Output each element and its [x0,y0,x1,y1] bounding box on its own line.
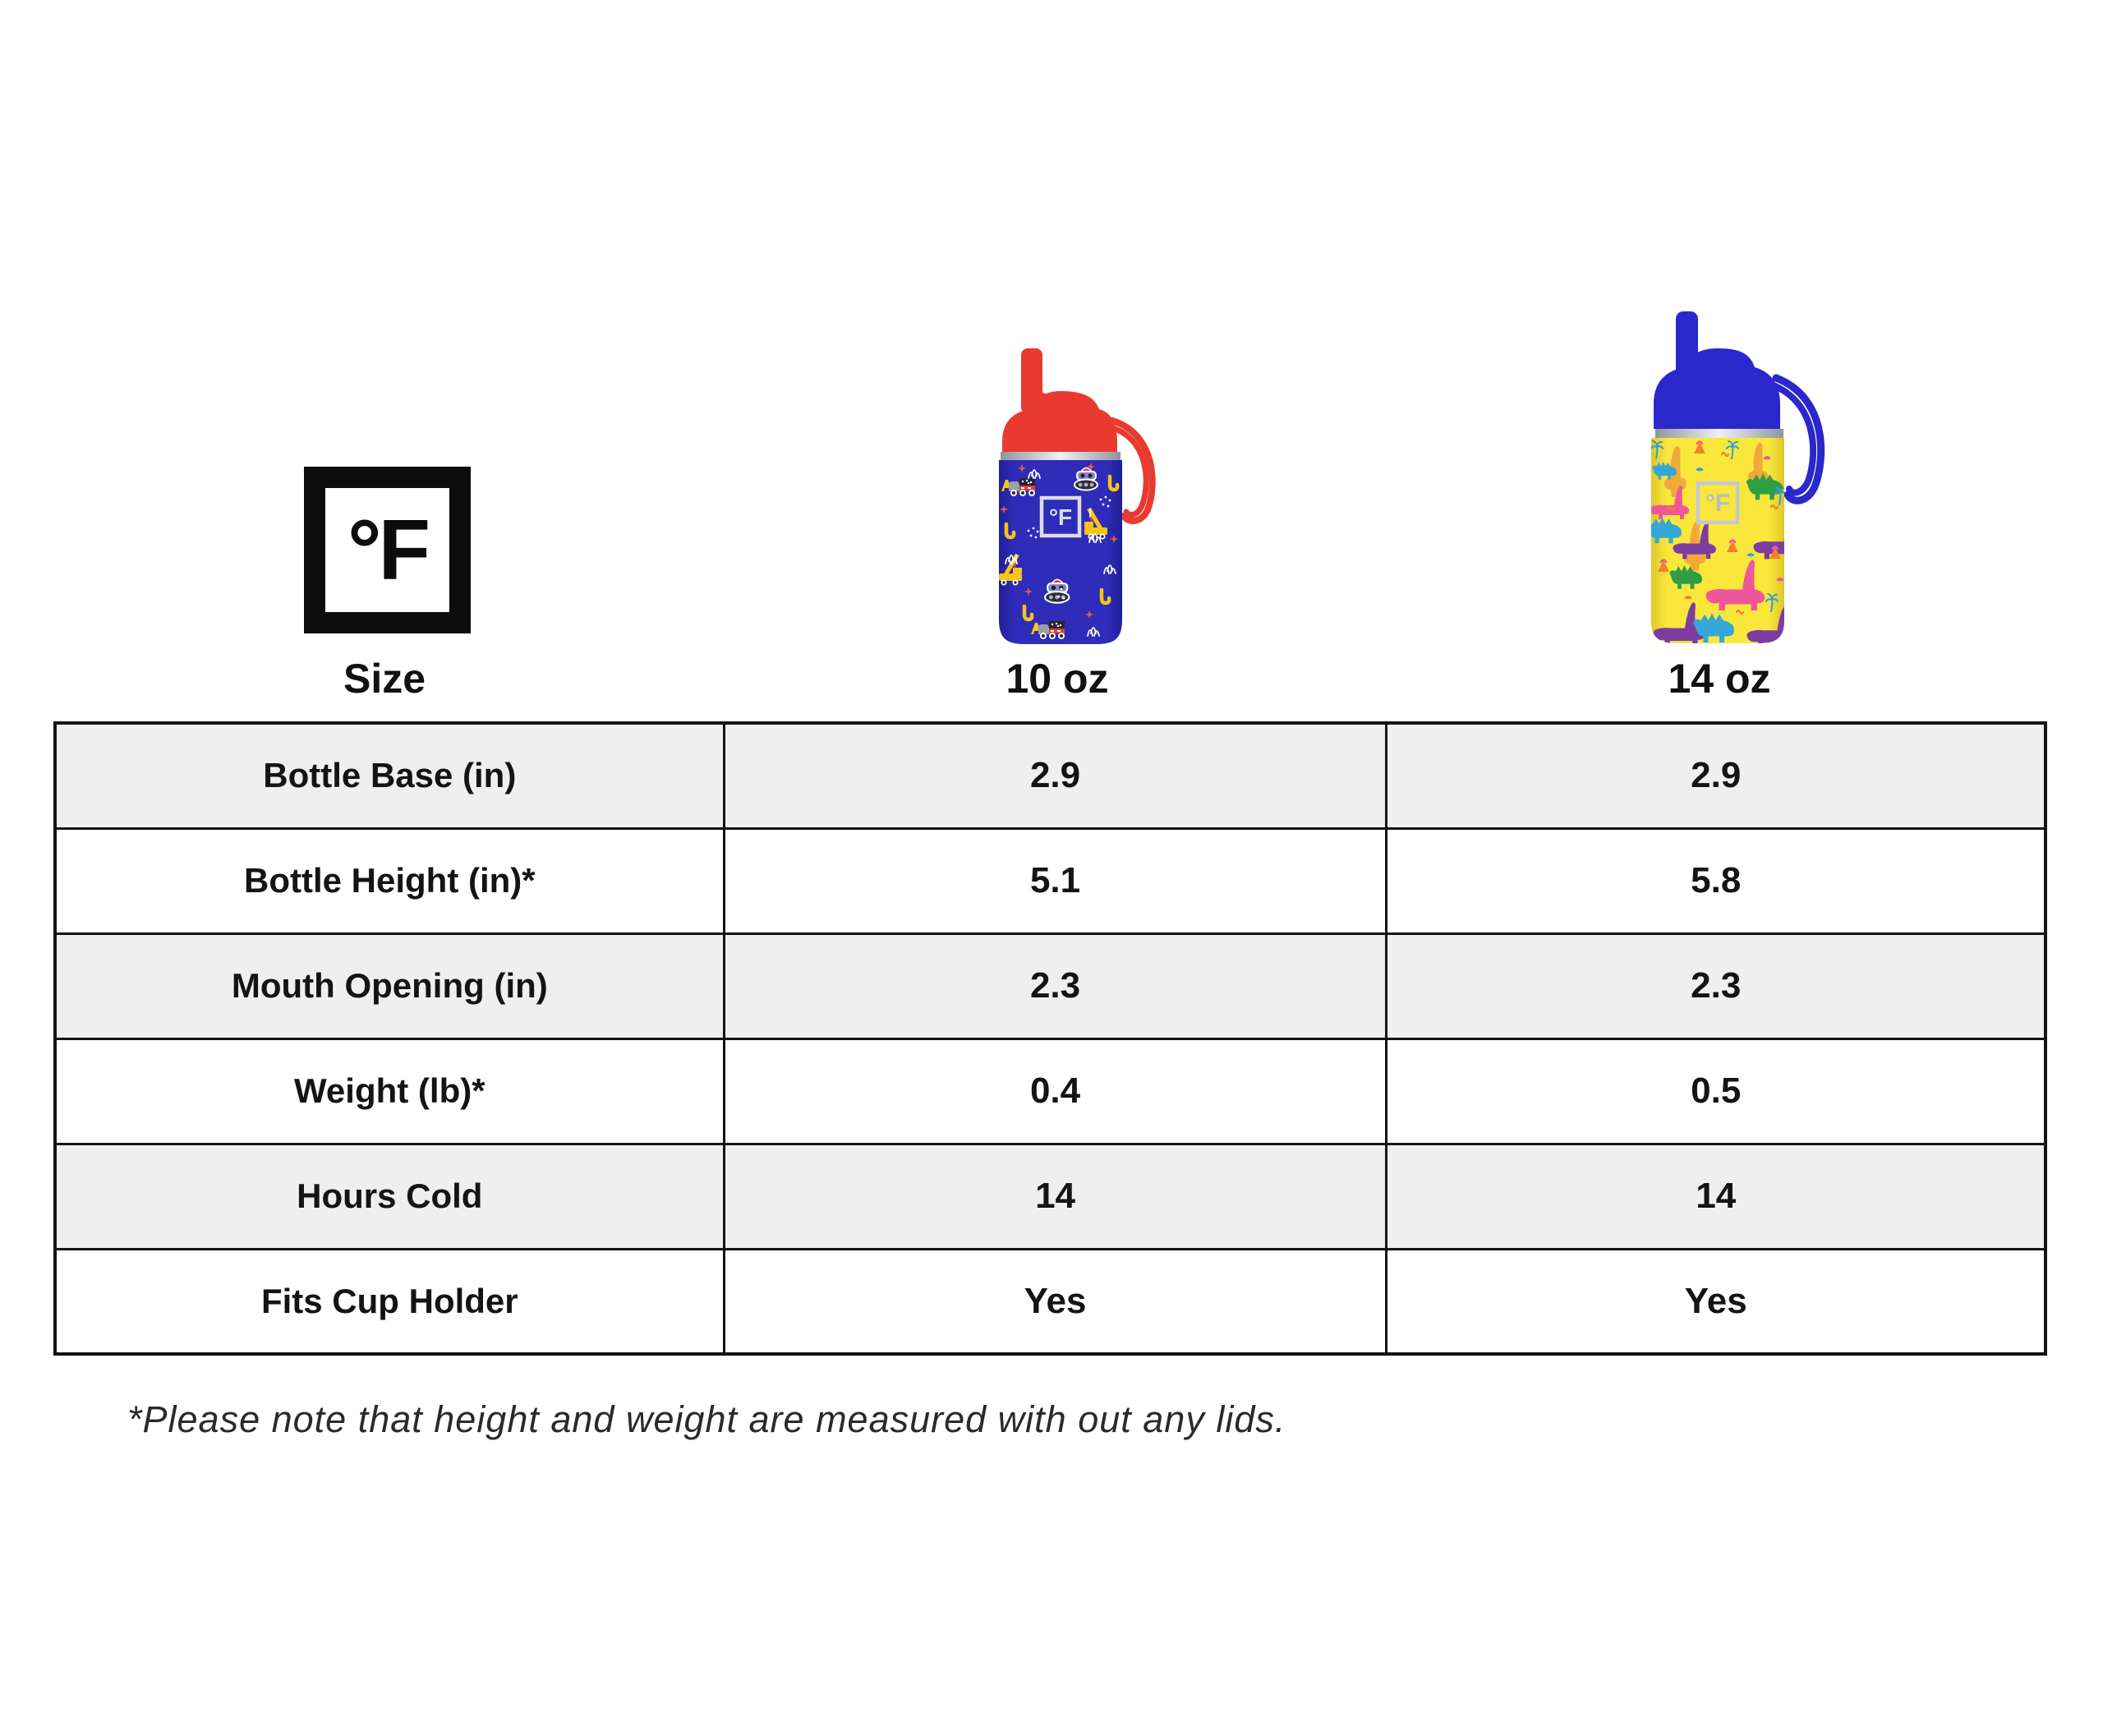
bottle-10oz-band [1001,452,1121,461]
spec-label-cell: Mouth Opening (in) [53,932,725,1040]
bottle-10oz-badge: °F [1039,495,1082,538]
spec-value-10oz: Yes [722,1247,1388,1356]
column-header-10oz: 10 oz [1005,656,1109,702]
spec-value-14oz: Yes [1385,1247,2047,1356]
table-row: Fits Cup Holder Yes Yes [53,1247,2047,1356]
bottle-10oz-body [999,460,1122,644]
table-row: Mouth Opening (in) 2.3 2.3 [53,932,2047,1040]
bottle-14oz-band [1655,429,1783,438]
spec-value-14oz: 5.8 [1385,827,2047,935]
spec-value-10oz: 2.9 [722,721,1388,830]
bottle-14oz-badge: °F [1696,481,1740,525]
spec-label-cell: Weight (lb)* [53,1037,725,1145]
spec-label-cell: Bottle Base (in) [53,721,725,830]
bottle-10oz-image: °F [999,348,1156,644]
bottle-14oz-loop [1770,374,1825,504]
spec-value-14oz: 0.5 [1385,1037,2047,1145]
spec-label-cell: Fits Cup Holder [53,1247,725,1356]
spec-value-10oz: 5.1 [722,827,1388,935]
spec-value-14oz: 2.9 [1385,721,2047,830]
spec-value-14oz: 2.3 [1385,932,2047,1040]
brand-logo-glyph: °F [347,502,430,598]
spec-label-cell: Bottle Height (in)* [53,827,725,935]
spec-label-cell: Hours Cold [53,1142,725,1250]
column-header-size: Size [343,656,426,702]
column-header-14oz: 14 oz [1668,656,1771,702]
spec-value-14oz: 14 [1385,1142,2047,1250]
spec-value-10oz: 0.4 [722,1037,1388,1145]
bottle-14oz-image: °F [1651,311,1825,643]
bottle-10oz-badge-glyph: °F [1049,504,1072,530]
bottle-14oz-badge-glyph: °F [1705,490,1730,517]
bottle-10oz-lid [1002,391,1117,460]
table-row: Bottle Height (in)* 5.1 5.8 [53,827,2047,935]
spec-value-10oz: 14 [722,1142,1388,1250]
bottle-10oz-loop [1107,417,1156,524]
spec-value-10oz: 2.3 [722,932,1388,1040]
table-row: Weight (lb)* 0.4 0.5 [53,1037,2047,1145]
bottle-14oz-lid [1654,348,1780,429]
brand-logo: °F [304,467,471,633]
table-row: Hours Cold 14 14 [53,1142,2047,1250]
spec-table: Bottle Base (in) 2.9 2.9 Bottle Height (… [53,721,2047,1356]
table-row: Bottle Base (in) 2.9 2.9 [53,721,2047,830]
footnote: *Please note that height and weight are … [127,1398,1286,1440]
